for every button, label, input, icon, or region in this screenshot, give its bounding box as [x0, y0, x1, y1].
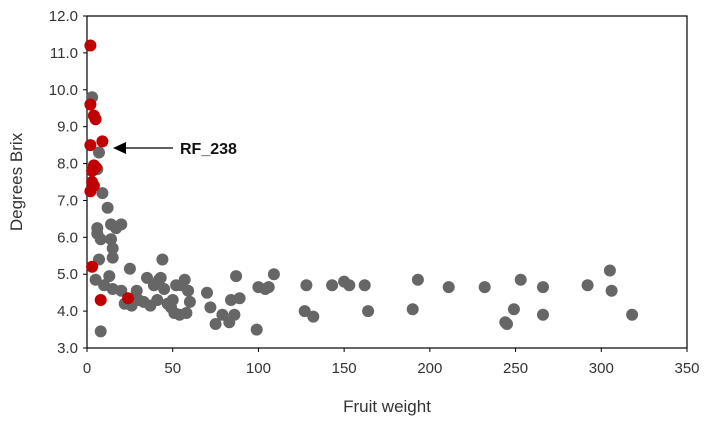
data-point-gray: [537, 281, 549, 294]
data-point-gray: [362, 305, 375, 318]
data-point-gray: [106, 242, 119, 255]
y-axis-ticks: 3.0 4.0 5.0 6.0 7.0 8.0 9.0 10.0 11.0 12.0: [49, 8, 87, 357]
y-tick-label: 6.0: [57, 229, 78, 246]
data-point-gray: [183, 295, 196, 308]
data-point-gray: [94, 233, 107, 246]
data-point-gray: [228, 308, 241, 321]
data-point-gray: [411, 273, 424, 286]
data-point-gray: [178, 273, 191, 286]
y-tick-label: 12.0: [49, 8, 78, 25]
data-point-gray: [154, 271, 167, 284]
data-point-red: [94, 294, 107, 306]
annotation-arrow-head: [113, 142, 126, 154]
y-tick-label: 11.0: [50, 45, 78, 62]
annotation: RF_238: [113, 141, 237, 158]
data-point-gray: [603, 264, 616, 277]
data-point-gray: [105, 233, 117, 246]
data-point-gray: [298, 305, 311, 318]
data-point-gray: [180, 307, 193, 319]
data-point-red: [89, 161, 102, 174]
x-tick-label: 200: [417, 360, 442, 377]
data-point-gray: [478, 281, 491, 294]
annotation-label: RF_238: [180, 141, 237, 158]
data-point-gray: [514, 273, 527, 286]
data-point-gray: [89, 273, 102, 286]
data-point-gray: [156, 253, 169, 266]
data-point-red: [84, 185, 97, 198]
data-point-gray: [605, 284, 618, 297]
data-point-gray: [151, 294, 164, 306]
data-point-gray: [101, 201, 114, 214]
data-point-gray: [442, 281, 455, 294]
data-point-red: [84, 139, 97, 152]
data-point-gray: [507, 303, 520, 316]
y-tick-label: 10.0: [49, 82, 78, 99]
x-tick-label: 150: [332, 360, 357, 377]
data-point-gray: [626, 308, 639, 321]
x-axis-ticks: 0 50 100 150 200 250 300 350: [83, 348, 700, 377]
x-tick-label: 0: [83, 360, 91, 377]
data-point-gray: [103, 270, 116, 283]
y-tick-label: 3.0: [57, 340, 78, 357]
x-tick-label: 350: [674, 360, 699, 377]
data-point-red: [86, 260, 99, 273]
data-point-gray: [94, 325, 107, 338]
x-tick-label: 50: [164, 360, 181, 377]
data-point-gray: [307, 310, 320, 323]
data-point-red: [84, 39, 97, 52]
data-point-gray: [326, 279, 339, 292]
data-point-gray: [230, 270, 243, 283]
data-point-gray: [204, 301, 217, 314]
y-tick-label: 8.0: [57, 156, 78, 173]
x-tick-label: 250: [503, 360, 528, 377]
data-point-gray: [201, 286, 213, 299]
data-point-gray: [406, 303, 419, 316]
y-tick-label: 9.0: [57, 119, 78, 136]
data-point-gray: [93, 146, 105, 159]
data-point-gray: [106, 251, 119, 264]
data-point-red: [84, 98, 97, 111]
data-point-gray: [537, 308, 549, 321]
data-point-gray: [358, 279, 371, 292]
data-point-gray: [110, 222, 123, 235]
data-point-red: [89, 113, 102, 126]
data-point-gray: [182, 284, 195, 297]
data-points: [84, 39, 639, 338]
data-point-gray: [343, 279, 356, 292]
data-point-gray: [233, 292, 246, 305]
data-point-red: [122, 292, 135, 305]
data-point-gray: [501, 318, 513, 330]
data-point-gray: [166, 294, 179, 306]
data-point-gray: [130, 284, 143, 297]
data-point-gray: [158, 283, 171, 295]
data-point-gray: [267, 268, 280, 281]
y-tick-label: 4.0: [57, 303, 78, 320]
x-axis-title: Fruit weight: [343, 397, 431, 416]
x-tick-label: 300: [589, 360, 614, 377]
data-point-gray: [250, 323, 263, 336]
y-axis-title: Degrees Brix: [7, 132, 26, 231]
y-tick-label: 5.0: [57, 266, 78, 283]
y-tick-label: 7.0: [57, 192, 78, 209]
data-point-red: [96, 135, 109, 148]
data-point-gray: [123, 262, 136, 275]
data-point-gray: [209, 318, 222, 330]
x-tick-label: 100: [246, 360, 271, 377]
data-point-gray: [262, 281, 275, 294]
data-point-gray: [300, 279, 313, 292]
data-point-gray: [581, 279, 594, 292]
data-point-gray: [96, 187, 109, 200]
